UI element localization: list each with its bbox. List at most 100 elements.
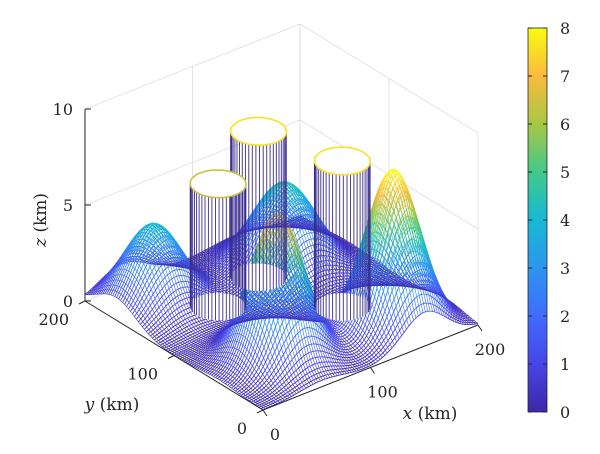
mesh-line (152, 298, 156, 303)
mesh-line (219, 263, 223, 267)
mesh-line (152, 224, 156, 227)
mesh-line (200, 349, 204, 353)
mesh-line (201, 357, 204, 360)
mesh-line (151, 227, 155, 230)
mesh-line (204, 324, 208, 326)
mesh-line (159, 343, 163, 346)
mesh-line (147, 266, 151, 272)
mesh-line (161, 285, 166, 289)
mesh-line (193, 329, 196, 332)
mesh-line (164, 274, 168, 278)
mesh-line (129, 246, 133, 253)
mesh-line (186, 297, 190, 299)
mesh-line (176, 337, 180, 340)
mesh-line (148, 289, 152, 294)
mesh-line (184, 338, 188, 341)
mesh-line (137, 242, 141, 249)
mesh-line (166, 342, 170, 345)
mesh-line (204, 327, 208, 329)
mesh-line (157, 245, 161, 249)
mesh-line (154, 330, 158, 333)
mesh-line (214, 321, 218, 323)
mesh-line (138, 277, 142, 284)
mesh-line (184, 297, 188, 300)
mesh-line (201, 330, 205, 333)
mesh-line (297, 230, 301, 233)
mesh-line (163, 305, 167, 310)
mesh-line (286, 188, 290, 192)
mesh-line (185, 312, 189, 315)
mesh-line (226, 269, 230, 273)
mesh-line (127, 280, 131, 286)
mesh-line (106, 289, 110, 295)
mesh-line (144, 242, 148, 248)
mesh-line (138, 312, 142, 317)
mesh-line (105, 278, 109, 284)
mesh-line (169, 334, 173, 337)
mesh-line (200, 347, 204, 350)
mesh-line (294, 206, 298, 210)
mesh-line (98, 290, 102, 295)
mesh-line (300, 198, 304, 204)
mesh-line (200, 335, 204, 338)
mesh-line (169, 305, 173, 309)
mesh-line (191, 363, 195, 366)
mesh-line (115, 279, 119, 286)
mesh-line (172, 297, 176, 300)
mesh-line (163, 327, 167, 330)
mesh-line (193, 362, 197, 365)
mesh-line (181, 358, 185, 361)
mesh-line (215, 274, 219, 277)
mesh-line (110, 272, 114, 278)
mesh-line (151, 276, 155, 281)
mesh-line (183, 333, 187, 336)
mesh-line (181, 327, 185, 330)
mesh-line (311, 269, 315, 272)
mesh-line (188, 357, 192, 360)
mesh-line (190, 333, 194, 336)
mesh-line (122, 283, 127, 290)
mesh-line (206, 331, 209, 334)
mesh-line (172, 347, 176, 350)
mesh-line (216, 282, 219, 284)
mesh-line (191, 326, 194, 329)
mesh-line (209, 322, 213, 325)
mesh-line (199, 354, 203, 357)
mesh-line (326, 282, 330, 284)
mesh-line (102, 285, 106, 291)
mesh-line (184, 352, 188, 355)
mesh-line (158, 338, 162, 341)
mesh-line (311, 263, 315, 266)
mesh-line (190, 330, 194, 333)
mesh-line (299, 228, 303, 231)
mesh-line (150, 293, 154, 299)
mesh-line (219, 276, 223, 279)
mesh-line (204, 339, 208, 342)
mesh-line (151, 312, 155, 317)
mesh-line (166, 252, 171, 256)
mesh-line (164, 282, 168, 286)
mesh-line (202, 258, 206, 261)
mesh-line (156, 251, 160, 256)
mesh-line (134, 312, 138, 317)
mesh-line (201, 333, 205, 336)
mesh-line (145, 251, 149, 255)
mesh-line (109, 280, 113, 286)
mesh-line (103, 279, 107, 285)
mesh-line (112, 268, 116, 274)
mesh-line (180, 338, 184, 341)
mesh-line (150, 245, 154, 250)
mesh-line (122, 290, 126, 297)
mesh-line (196, 317, 200, 319)
mesh-line (177, 321, 181, 324)
mesh-line (189, 362, 193, 365)
mesh-line (91, 287, 95, 291)
mesh-line (162, 318, 166, 322)
mesh-line (157, 341, 161, 344)
mesh-line (141, 301, 145, 306)
mesh-line (181, 347, 185, 350)
mesh-line (158, 334, 162, 338)
mesh-line (168, 344, 172, 347)
mesh-line (186, 358, 189, 361)
mesh-line (140, 281, 144, 287)
